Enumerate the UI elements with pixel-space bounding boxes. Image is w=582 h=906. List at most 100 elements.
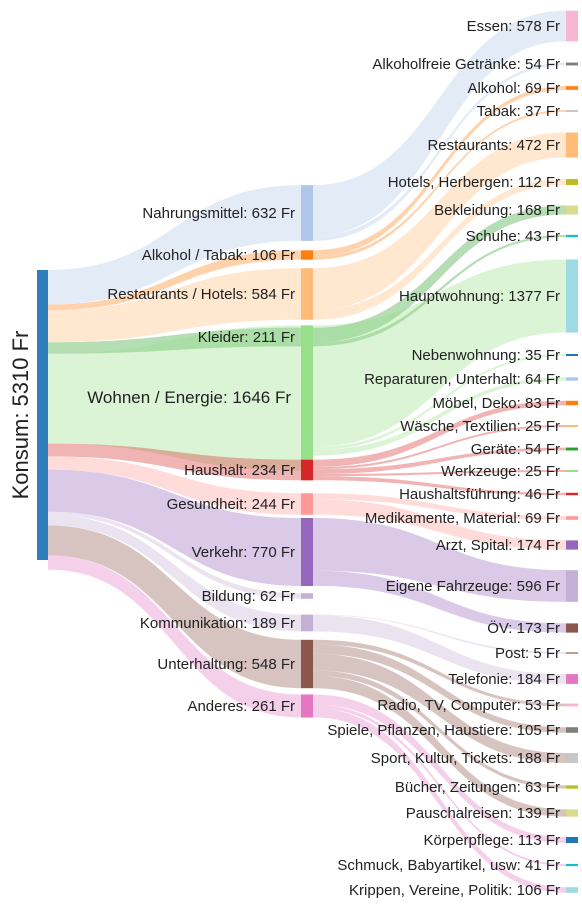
link-haushalt-wasche-textilien [313, 425, 566, 470]
node-arzt-spital [566, 540, 578, 550]
node-konsum [37, 270, 48, 560]
node-wasche-textilien [566, 425, 578, 427]
node-schmuck-babyartikel-usw [566, 863, 578, 867]
nodes [37, 10, 578, 893]
node-label-nahrungsmittel: Nahrungsmittel: 632 Fr [142, 205, 295, 222]
node-alkohol-tabak [301, 250, 313, 260]
node-kommunikation [301, 614, 313, 632]
node-label-werkzeuge: Werkzeuge: 25 Fr [441, 463, 560, 480]
link-unterhaltung-radio-tv-computer [313, 639, 566, 707]
node-label-nebenwohnung: Nebenwohnung: 35 Fr [412, 347, 560, 364]
node-label-haushaltsfuhrung: Haushaltsführung: 46 Fr [399, 486, 560, 503]
node-label-ov: ÖV: 173 Fr [487, 619, 560, 637]
link-unterhaltung-sport-kultur-tickets [313, 653, 566, 763]
node-krippen-vereine-politik [566, 887, 578, 893]
node-ov [566, 623, 578, 633]
node-gesundheit [301, 493, 313, 515]
link-anderes-korperpflege [313, 694, 566, 844]
link-konsum-kleider [48, 327, 301, 354]
link-haushalt-mobel-deko [313, 400, 566, 467]
node-post [566, 652, 578, 654]
node-unterhaltung [301, 639, 313, 689]
node-bucher-zeitungen [566, 785, 578, 789]
node-bekleidung [566, 205, 578, 215]
node-bildung [301, 593, 313, 599]
link-wohnen-energie-nebenwohnung [313, 354, 566, 451]
node-label-gerate: Geräte: 54 Fr [471, 441, 560, 458]
node-label-essen: Essen: 578 Fr [467, 18, 560, 35]
link-restaurants-hotels-hotels-herbergen [313, 179, 566, 320]
node-wohnen-energie [301, 325, 313, 471]
node-label-schuhe: Schuhe: 43 Fr [466, 228, 560, 245]
node-label-unterhaltung: Unterhaltung: 548 Fr [157, 656, 295, 673]
node-label-konsum: Konsum: 5310 Fr [8, 331, 33, 500]
link-konsum-anderes [48, 555, 301, 718]
node-label-alkohol-tabak: Alkohol / Tabak: 106 Fr [142, 247, 295, 264]
node-label-eigene-fahrzeuge: Eigene Fahrzeuge: 596 Fr [386, 578, 560, 595]
node-label-alkohol: Alkohol: 69 Fr [467, 80, 560, 97]
node-label-post: Post: 5 Fr [495, 645, 560, 662]
labels: Konsum: 5310 Fr Nahrungsmittel: 632 Fr Alk… [8, 18, 560, 899]
node-label-kleider: Kleider: 211 Fr [198, 329, 295, 346]
node-korperpflege [566, 836, 578, 844]
link-konsum-wohnen-energie [48, 325, 301, 471]
link-nahrungsmittel-alkoholfreie-getranke [313, 62, 566, 241]
node-spiele-pflanzen-haustiere [566, 727, 578, 733]
node-label-verkehr: Verkehr: 770 Fr [192, 544, 295, 561]
node-label-korperpflege: Körperpflege: 113 Fr [424, 832, 560, 849]
node-anderes [301, 694, 313, 718]
link-haushalt-werkzeuge [313, 470, 566, 477]
node-label-mobel-deko: Möbel, Deko: 83 Fr [432, 395, 560, 412]
node-label-arzt-spital: Arzt, Spital: 174 Fr [436, 537, 560, 554]
node-schuhe [566, 234, 578, 238]
link-konsum-alkohol-tabak [48, 250, 301, 311]
node-label-krippen-vereine-politik: Krippen, Vereine, Politik: 106 Fr [349, 882, 560, 899]
root-links [48, 185, 301, 718]
node-alkoholfreie-getranke [566, 62, 578, 66]
node-medikamente-material [566, 516, 578, 520]
node-label-alkoholfreie-getranke: Alkoholfreie Getränke: 54 Fr [372, 56, 560, 73]
node-essen [566, 10, 578, 42]
node-nebenwohnung [566, 354, 578, 356]
link-gesundheit-arzt-spital [313, 499, 566, 550]
link-konsum-unterhaltung [48, 525, 301, 689]
node-restaurants-hotels [301, 268, 313, 320]
link-konsum-gesundheit [48, 456, 301, 515]
link-konsum-bildung [48, 511, 301, 599]
node-haushalt [301, 459, 313, 481]
link-haushalt-gerate [313, 447, 566, 474]
link-restaurants-hotels-restaurants [313, 132, 566, 310]
node-haushaltsfuhrung [566, 492, 578, 496]
link-kleider-schuhe [313, 234, 566, 347]
node-label-bildung: Bildung: 62 Fr [202, 588, 295, 605]
link-unterhaltung-pauschalreisen [313, 675, 566, 817]
node-restaurants [566, 132, 578, 158]
node-label-hotels-herbergen: Hotels, Herbergen: 112 Fr [388, 174, 560, 191]
link-verkehr-ov [313, 570, 566, 633]
node-label-gesundheit: Gesundheit: 244 Fr [167, 496, 295, 513]
node-verkehr [301, 518, 313, 586]
link-konsum-haushalt [48, 443, 301, 481]
link-verkehr-eigene-fahrzeuge [313, 518, 566, 602]
link-konsum-restaurants-hotels [48, 268, 301, 343]
link-konsum-nahrungsmittel [48, 185, 301, 305]
node-label-radio-tv-computer: Radio, TV, Computer: 53 Fr [377, 697, 560, 714]
link-konsum-verkehr [48, 469, 301, 586]
node-nahrungsmittel [301, 185, 313, 241]
node-label-bucher-zeitungen: Bücher, Zeitungen: 63 Fr [395, 779, 560, 796]
node-label-wohnen-energie: Wohnen / Energie: 1646 Fr [87, 388, 291, 407]
node-label-spiele-pflanzen-haustiere: Spiele, Pflanzen, Haustiere: 105 Fr [327, 722, 560, 739]
node-tabak [566, 110, 578, 112]
node-label-telefonie: Telefonie: 184 Fr [448, 671, 560, 688]
node-label-anderes: Anderes: 261 Fr [187, 698, 295, 715]
node-eigene-fahrzeuge [566, 570, 578, 602]
link-haushalt-haushaltsfuhrung [313, 476, 566, 496]
node-label-wasche-textilien: Wäsche, Textilien: 25 Fr [400, 418, 560, 435]
node-label-kommunikation: Kommunikation: 189 Fr [140, 615, 295, 632]
node-label-bekleidung: Bekleidung: 168 Fr [434, 202, 560, 219]
node-label-hauptwohnung: Hauptwohnung: 1377 Fr [399, 288, 560, 305]
link-konsum-kommunikation [48, 515, 301, 632]
node-label-haushalt: Haushalt: 234 Fr [184, 462, 295, 479]
node-label-tabak: Tabak: 37 Fr [477, 103, 560, 120]
